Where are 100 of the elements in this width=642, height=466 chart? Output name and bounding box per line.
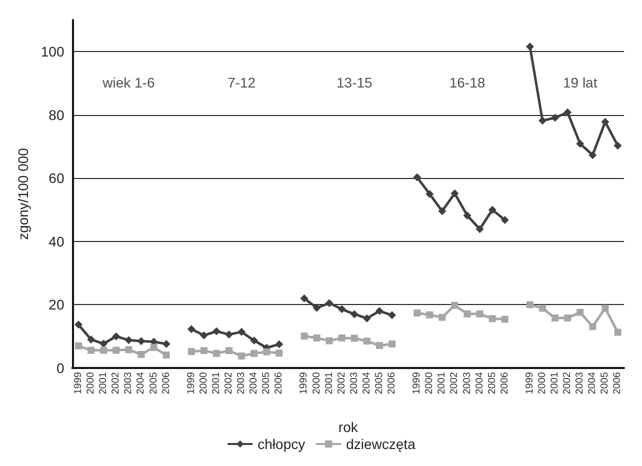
point <box>350 334 358 342</box>
point <box>275 340 284 348</box>
x-tick-label: 2001 <box>324 372 335 394</box>
point <box>100 346 108 354</box>
point <box>551 114 560 122</box>
point <box>488 206 496 214</box>
x-tick-label: 2004 <box>474 372 486 394</box>
point <box>363 338 370 345</box>
point <box>212 350 220 357</box>
point <box>463 212 472 220</box>
point <box>476 310 484 318</box>
x-axis-title: rok <box>338 419 359 435</box>
point <box>100 340 108 348</box>
point <box>226 347 233 354</box>
x-tick-label: 2004 <box>136 372 147 394</box>
x-tick-label: 2000 <box>198 372 210 394</box>
x-tick-label: 2006 <box>160 372 172 394</box>
x-tick-label: 2002 <box>449 372 460 394</box>
point <box>124 336 133 344</box>
point <box>212 327 220 336</box>
x-tick-label: 2001 <box>98 372 110 394</box>
point <box>300 332 308 340</box>
point <box>125 346 132 354</box>
point <box>375 307 384 316</box>
y-tick-label: 80 <box>48 106 64 123</box>
point <box>526 301 534 308</box>
point <box>87 336 96 344</box>
point <box>112 332 120 340</box>
x-tick-label: 2002 <box>336 372 348 394</box>
point <box>526 42 534 51</box>
point <box>438 207 446 216</box>
x-tick-label: 2002 <box>110 372 122 394</box>
point <box>362 314 371 322</box>
point <box>200 331 208 340</box>
point <box>388 311 396 320</box>
x-tick-label: 2001 <box>210 372 222 394</box>
x-tick-label: 2006 <box>499 372 510 394</box>
point <box>576 308 584 316</box>
x-tick-label: 2002 <box>224 372 235 394</box>
point <box>426 190 434 198</box>
point <box>225 330 234 338</box>
point <box>500 216 509 224</box>
x-tick-label: 2006 <box>274 372 285 394</box>
x-tick-label: 1999 <box>412 372 423 394</box>
legend-label: chłopcy <box>258 436 306 452</box>
point <box>589 323 596 330</box>
annotation: 16-18 <box>449 74 486 91</box>
point <box>238 352 246 360</box>
x-tick-label: 2005 <box>374 372 385 394</box>
x-tick-label: 2004 <box>587 372 598 394</box>
point <box>376 342 383 350</box>
point <box>188 348 195 356</box>
point <box>338 305 346 314</box>
point <box>450 189 459 198</box>
point <box>300 294 308 302</box>
point <box>588 151 597 160</box>
point <box>614 328 622 336</box>
x-tick-label: 2004 <box>361 372 372 394</box>
x-tick-label: 2003 <box>123 372 134 394</box>
point <box>150 344 158 351</box>
annotation: 19 lat <box>562 74 598 91</box>
point <box>601 118 610 126</box>
x-tick-label: 2006 <box>386 372 398 394</box>
x-tick-label: 2006 <box>612 372 624 394</box>
annotation: 13-15 <box>336 74 373 91</box>
x-tick-label: 2000 <box>311 372 322 394</box>
x-tick-label: 2003 <box>462 372 473 394</box>
point <box>75 342 82 350</box>
point <box>250 350 258 357</box>
y-tick-label: 60 <box>48 170 64 186</box>
point <box>338 334 346 342</box>
point <box>200 347 208 354</box>
point <box>388 340 396 348</box>
y-tick-label: 100 <box>40 44 64 60</box>
x-tick-label: 1999 <box>298 372 310 394</box>
point <box>438 314 446 321</box>
point <box>88 346 95 354</box>
x-tick-label: 2001 <box>436 372 448 394</box>
annotation: wiek 1-6 <box>102 74 155 91</box>
point <box>552 314 559 322</box>
point <box>576 140 584 148</box>
point <box>476 225 484 234</box>
point <box>451 302 458 309</box>
point <box>414 309 421 316</box>
x-tick-label: 2005 <box>600 372 611 394</box>
point <box>602 304 609 312</box>
point <box>564 314 572 322</box>
point <box>501 316 508 323</box>
y-tick-label: 0 <box>56 360 64 376</box>
point <box>564 108 572 116</box>
x-tick-label: 2004 <box>248 372 260 394</box>
point <box>162 352 170 359</box>
x-tick-label: 1999 <box>524 372 536 394</box>
x-tick-label: 1999 <box>186 372 197 394</box>
x-tick-label: 2005 <box>148 372 160 394</box>
x-tick-label: 2003 <box>348 372 360 394</box>
point <box>313 334 320 342</box>
point <box>112 346 120 354</box>
point <box>614 142 622 150</box>
point <box>413 173 422 182</box>
